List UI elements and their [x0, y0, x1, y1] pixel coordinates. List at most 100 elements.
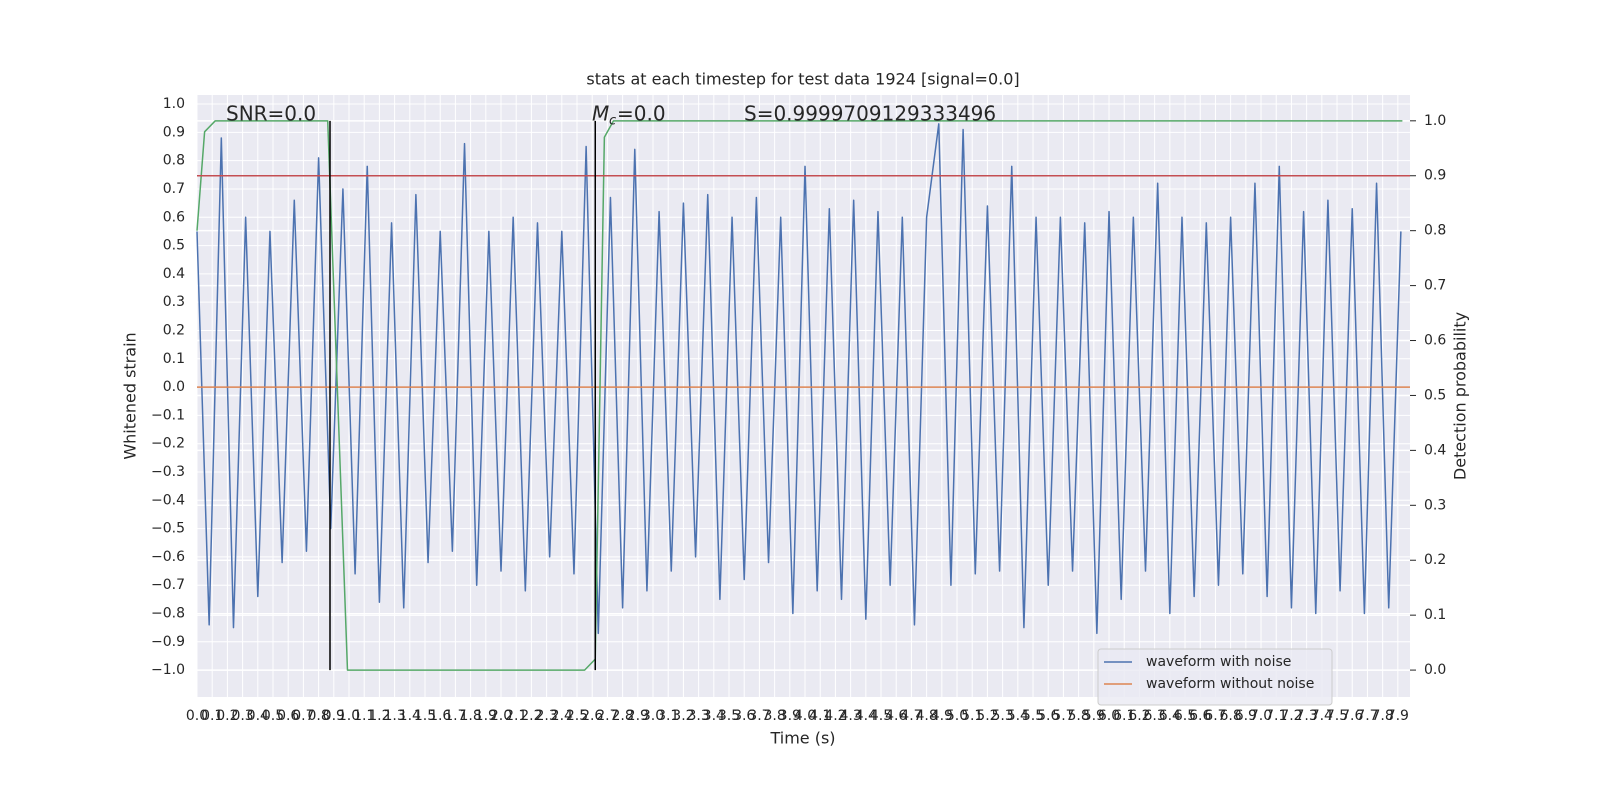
series-line [196, 123, 1402, 635]
y-tick-label: 0.1 [163, 351, 185, 367]
x-tick-label: 3.5 [718, 708, 740, 724]
x-tick-label: 7.3 [1296, 708, 1318, 724]
x-tick-label: 6.3 [1143, 708, 1165, 724]
y2-tick-label: 0.1 [1424, 607, 1446, 623]
x-tick-label: 0.6 [277, 708, 299, 724]
x-tick-label: 7.1 [1265, 708, 1287, 724]
y2-tick-label: 0.4 [1424, 442, 1446, 458]
y-tick-label: −0.3 [151, 464, 185, 480]
y2-tick-label: 0.5 [1424, 387, 1446, 403]
y-tick-label: 0.9 [163, 124, 185, 140]
x-tick-label: 1.4 [399, 708, 421, 724]
legend: waveform with noise waveform without nois… [1097, 648, 1333, 706]
x-tick-label: 6.7 [1204, 708, 1226, 724]
x-tick-label: 6.1 [1113, 708, 1135, 724]
x-tick-label: 1.0 [338, 708, 360, 724]
y2-tick-label: 0.8 [1424, 223, 1446, 239]
y-axis-label: Whitened strain [121, 332, 140, 459]
x-tick-label: 4.4 [855, 708, 877, 724]
x-tick-label: 6.5 [1174, 708, 1196, 724]
x-tick-label: 5.2 [976, 708, 998, 724]
annotation: =0.0 [617, 102, 666, 126]
x-tick-label: 2.8 [611, 708, 633, 724]
x-tick-label: 5.7 [1052, 708, 1074, 724]
x-axis-label: Time (s) [769, 729, 835, 748]
x-tick-label: 6.9 [1235, 708, 1257, 724]
y-tick-label: −0.7 [151, 577, 185, 593]
x-tick-label: 6.4 [1159, 708, 1181, 724]
x-tick-label: 1.5 [414, 708, 436, 724]
x-tick-label: 4.7 [900, 708, 922, 724]
x-tick-label: 0.3 [231, 708, 253, 724]
x-tick-label: 2.7 [596, 708, 618, 724]
x-tick-label: 3.0 [642, 708, 664, 724]
x-tick-label: 7.5 [1326, 708, 1348, 724]
x-tick-label: 5.5 [1022, 708, 1044, 724]
x-tick-label: 4.8 [915, 708, 937, 724]
x-tick-label: 3.1 [657, 708, 679, 724]
y2-tick-label: 0.3 [1424, 497, 1446, 513]
x-tick-label: 3.7 [748, 708, 770, 724]
x-tick-label: 6.8 [1220, 708, 1242, 724]
x-tick-label: 1.6 [429, 708, 451, 724]
x-tick-label: 7.9 [1387, 708, 1409, 724]
y-tick-label: 0.3 [163, 294, 185, 310]
x-tick-label: 5.1 [961, 708, 983, 724]
x-tick-label: 2.1 [505, 708, 527, 724]
x-tick-label: 4.5 [870, 708, 892, 724]
y-tick-label: −0.1 [151, 407, 185, 423]
x-tick-label: 4.2 [824, 708, 846, 724]
x-tick-label: 4.3 [839, 708, 861, 724]
x-tick-label: 7.4 [1311, 708, 1333, 724]
x-tick-label: 3.9 [779, 708, 801, 724]
x-tick-label: 2.3 [535, 708, 557, 724]
x-tick-label: 0.7 [292, 708, 314, 724]
y2-tick-label: 0.9 [1424, 168, 1446, 184]
x-tick-label: 2.5 [566, 708, 588, 724]
x-tick-label: 0.1 [201, 708, 223, 724]
x-tick-label: 0.5 [262, 708, 284, 724]
y-tick-label: 1.0 [163, 96, 185, 112]
y-tick-label: 0.8 [163, 153, 185, 169]
y2-tick-label: 1.0 [1424, 113, 1446, 129]
x-tick-label: 4.0 [794, 708, 816, 724]
x-tick-label: 2.9 [627, 708, 649, 724]
y-tick-label: 0.0 [163, 379, 185, 395]
x-tick-label: 1.2 [368, 708, 390, 724]
annotation: S=0.9999709129333496 [744, 102, 996, 126]
x-tick-label: 5.9 [1083, 708, 1105, 724]
x-tick-label: 3.4 [703, 708, 725, 724]
x-tick-label: 5.3 [991, 708, 1013, 724]
y-tick-label: 0.2 [163, 322, 185, 338]
x-tick-label: 2.4 [551, 708, 573, 724]
y-tick-label: −0.5 [151, 521, 185, 537]
annotation: c [609, 114, 616, 129]
x-tick-label: 3.2 [672, 708, 694, 724]
annotations: SNR=0.0 M c =0.0 S=0.9999709129333496 [226, 102, 996, 129]
x-tick-label: 6.0 [1098, 708, 1120, 724]
x-tick-label: 0.4 [247, 708, 269, 724]
x-tick-label: 2.2 [520, 708, 542, 724]
x-tick-label: 1.7 [444, 708, 466, 724]
x-tick-label: 7.0 [1250, 708, 1272, 724]
x-tick-label: 6.6 [1189, 708, 1211, 724]
x-tick-label: 0.2 [216, 708, 238, 724]
chart-title: stats at each timestep for test data 192… [586, 70, 1019, 89]
y2-tick-label: 0.7 [1424, 278, 1446, 294]
legend-label: waveform without noise [1146, 676, 1314, 692]
y-tick-label: −1.0 [151, 662, 185, 678]
y2-tick-label: 0.2 [1424, 552, 1446, 568]
y-tick-label: 0.4 [163, 266, 185, 282]
x-tick-label: 7.8 [1372, 708, 1394, 724]
x-tick-label: 4.6 [885, 708, 907, 724]
marks [196, 120, 1410, 671]
x-tick-label: 5.4 [1007, 708, 1029, 724]
x-tick-label: 5.0 [946, 708, 968, 724]
x-tick-label: 6.2 [1128, 708, 1150, 724]
y-tick-label: 0.7 [163, 181, 185, 197]
x-tick-label: 4.1 [809, 708, 831, 724]
y-tick-label: −0.8 [151, 606, 185, 622]
x-tick-label: 7.7 [1356, 708, 1378, 724]
y-tick-label: −0.2 [151, 436, 185, 452]
